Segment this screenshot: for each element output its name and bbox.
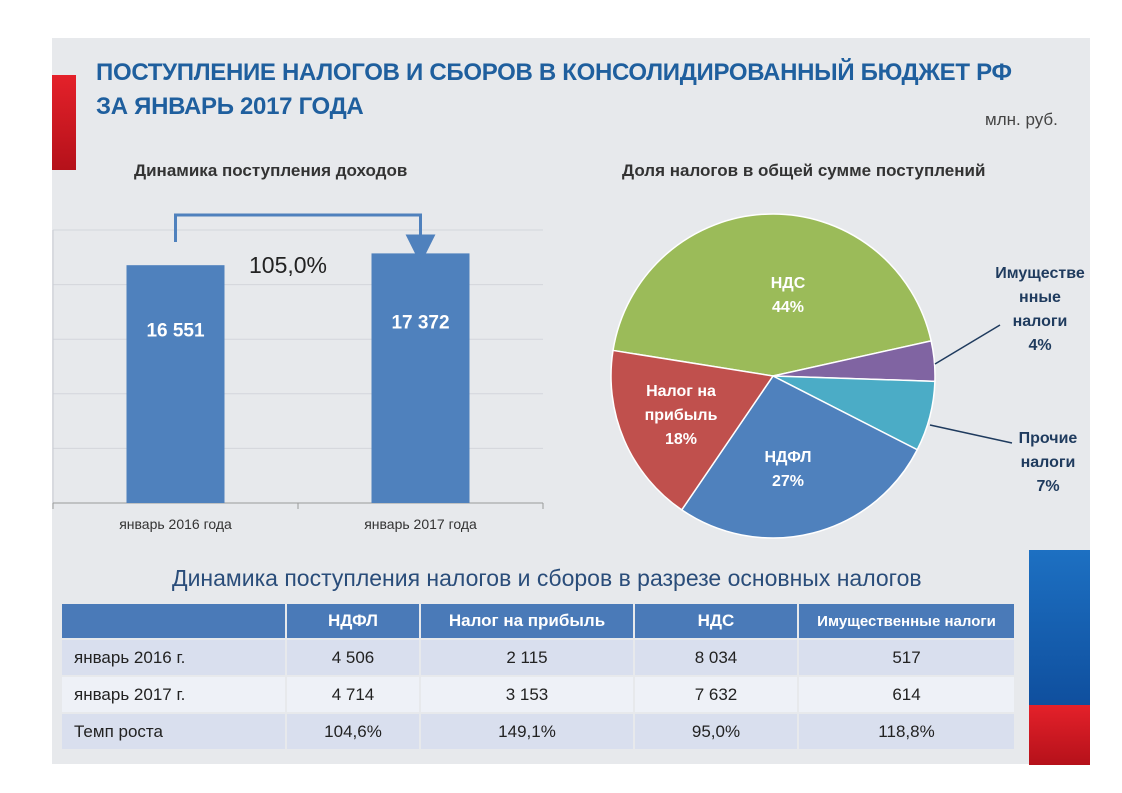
table-cell: 517 [797,638,1014,676]
pie-label-line: 27% [772,473,804,490]
pie-label-line: 18% [665,431,697,448]
table-row: январь 2016 г. 4 506 2 115 8 034 517 [62,638,1014,676]
flag-red-stripe [1029,705,1090,765]
bar-category-label: январь 2016 года [119,516,232,532]
table-title: Динамика поступления налогов и сборов в … [172,565,922,591]
table-cell: 104,6% [285,712,420,749]
pie-leader-line [929,424,1013,444]
table-cell: 118,8% [797,712,1014,749]
bar-chart: 16 551 январь 2016 года 17 372 январь 2017 … [52,213,544,532]
table-header-row: НДФЛ Налог на прибыль НДС Имущественные … [62,604,1014,639]
flag-blue-stripe [1029,550,1090,705]
bar [126,265,225,503]
table-header-cell: НДФЛ [285,604,420,639]
pie-label-line: нные [1019,289,1061,306]
red-accent-bar [52,75,76,170]
table-cell: 8 034 [633,638,798,676]
table-cell: Темп роста [62,712,286,749]
bar [371,253,470,503]
table-cell: январь 2016 г. [62,638,286,676]
table-cell: 4 714 [285,675,420,713]
pie-label-line: Прочие [1019,430,1078,447]
pie-label-line: 4% [1028,337,1051,354]
table-row: январь 2017 г. 4 714 3 153 7 632 614 [62,675,1014,713]
table-cell: 2 115 [419,638,634,676]
table-cell: 3 153 [419,675,634,713]
table-header-cell: Налог на прибыль [419,604,634,639]
table-cell: 95,0% [633,712,798,749]
table-cell: январь 2017 г. [62,675,286,713]
pie-chart: НДС 44% Имуществе нные налоги 4% Прочие налоги 7… [610,213,1085,539]
title-line-1: ПОСТУПЛЕНИЕ НАЛОГОВ И СБОРОВ В КОНСОЛИДИ… [96,59,1012,86]
table-cell: 614 [797,675,1014,713]
pie-slice-label: НДФЛ 27% [764,449,811,490]
title-line-2: ЗА ЯНВАРЬ 2017 ГОДА [96,93,364,120]
pie-slice-label: Имуществе нные налоги 4% [995,265,1085,354]
pie-label-line: Имуществе [995,265,1085,282]
table-row: Темп роста 104,6% 149,1% 95,0% 118,8% [62,712,1014,749]
pie-label-line: НДФЛ [764,449,811,466]
pie-label-line: 7% [1036,478,1059,495]
pie-slice-label: Прочие налоги 7% [1019,430,1078,495]
pie-label-line: Налог на [646,383,716,400]
tax-table: НДФЛ Налог на прибыль НДС Имущественные … [62,604,1014,749]
pie-label-line: НДС [771,275,806,292]
pie-chart-title: Доля налогов в общей сумме поступлений [622,161,986,180]
bar-category-label: январь 2017 года [364,516,477,532]
pie-slice [612,213,933,377]
growth-arrow [174,213,436,265]
growth-label: 105,0% [249,252,327,278]
bar-value-label: 17 372 [391,312,449,333]
table-header-cell: НДС [633,604,798,639]
pie-leader-line [934,324,1001,365]
pie-label-line: прибыль [645,407,718,424]
table-cell: 4 506 [285,638,420,676]
pie-slice-label: НДС 44% [771,275,806,316]
pie-label-line: налоги [1021,454,1076,471]
pie-label-line: налоги [1013,313,1068,330]
table-header-cell [62,604,286,639]
units-label: млн. руб. [985,110,1058,129]
pie-slice [610,349,775,511]
bar-value-label: 16 551 [146,321,205,342]
table-header-cell: Имущественные налоги [797,604,1014,639]
pie-label-line: 44% [772,299,804,316]
pie-slice [680,375,919,539]
bar-chart-title: Динамика поступления доходов [134,161,408,180]
table-cell: 7 632 [633,675,798,713]
page-title: ПОСТУПЛЕНИЕ НАЛОГОВ И СБОРОВ В КОНСОЛИДИ… [96,56,1012,124]
table-cell: 149,1% [419,712,634,749]
pie-slice-label: Налог на прибыль 18% [645,383,718,448]
